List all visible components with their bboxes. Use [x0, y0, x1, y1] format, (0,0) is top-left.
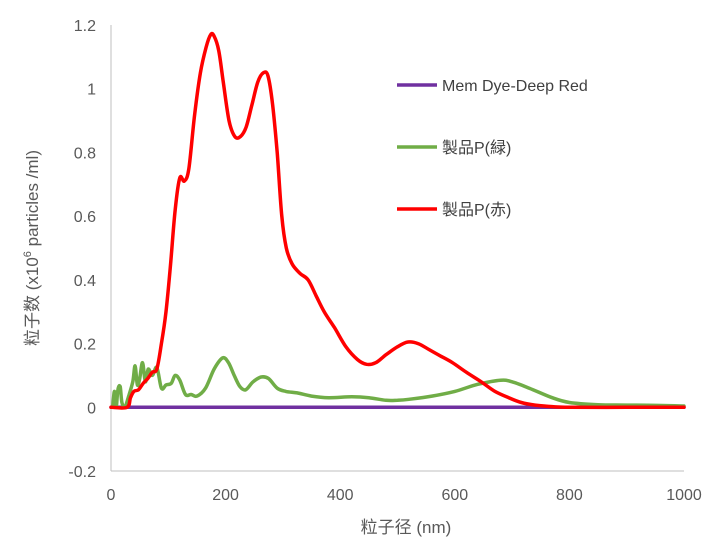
x-tick-label: 1000	[666, 487, 702, 504]
legend-label-3: 製品P(赤)	[442, 201, 511, 219]
series-line-2	[110, 355, 686, 410]
x-tick-label: 600	[441, 487, 468, 504]
legend-label-2: 製品P(緑)	[442, 139, 511, 157]
y-axis-title-exponent: 6	[22, 251, 34, 257]
y-tick-label: 0.8	[74, 145, 96, 162]
x-tick-label: 200	[212, 487, 239, 504]
y-tick-label: 0.4	[74, 273, 96, 290]
y-axis-title-prefix: 粒子数 (x10	[23, 257, 42, 346]
x-tick-label: 800	[556, 487, 583, 504]
series-lines	[109, 31, 686, 410]
y-tick-label: 1.2	[74, 18, 96, 35]
y-axis-title-suffix: particles /ml)	[23, 150, 42, 251]
y-tick-label: 0.2	[74, 337, 96, 354]
x-axis-title: 粒子径 (nm)	[361, 518, 452, 537]
y-tick-label: -0.2	[68, 464, 96, 481]
series-line-3	[109, 31, 686, 410]
legend-label-1: Mem Dye-Deep Red	[442, 78, 588, 95]
plot-area	[110, 25, 684, 472]
x-tick-labels: 0 200 400 600 800 1000	[107, 487, 702, 504]
y-tick-label: 1	[87, 82, 96, 99]
legend: Mem Dye-Deep Red 製品P(緑) 製品P(赤)	[397, 78, 588, 219]
y-axis-title: 粒子数 (x106 particles /ml)	[22, 150, 42, 346]
y-tick-label: 0	[87, 400, 96, 417]
y-tick-label: 0.6	[74, 209, 96, 226]
x-tick-label: 0	[107, 487, 116, 504]
x-tick-label: 400	[327, 487, 354, 504]
y-tick-labels: -0.2 0 0.2 0.4 0.6 0.8 1 1.2	[68, 18, 96, 481]
